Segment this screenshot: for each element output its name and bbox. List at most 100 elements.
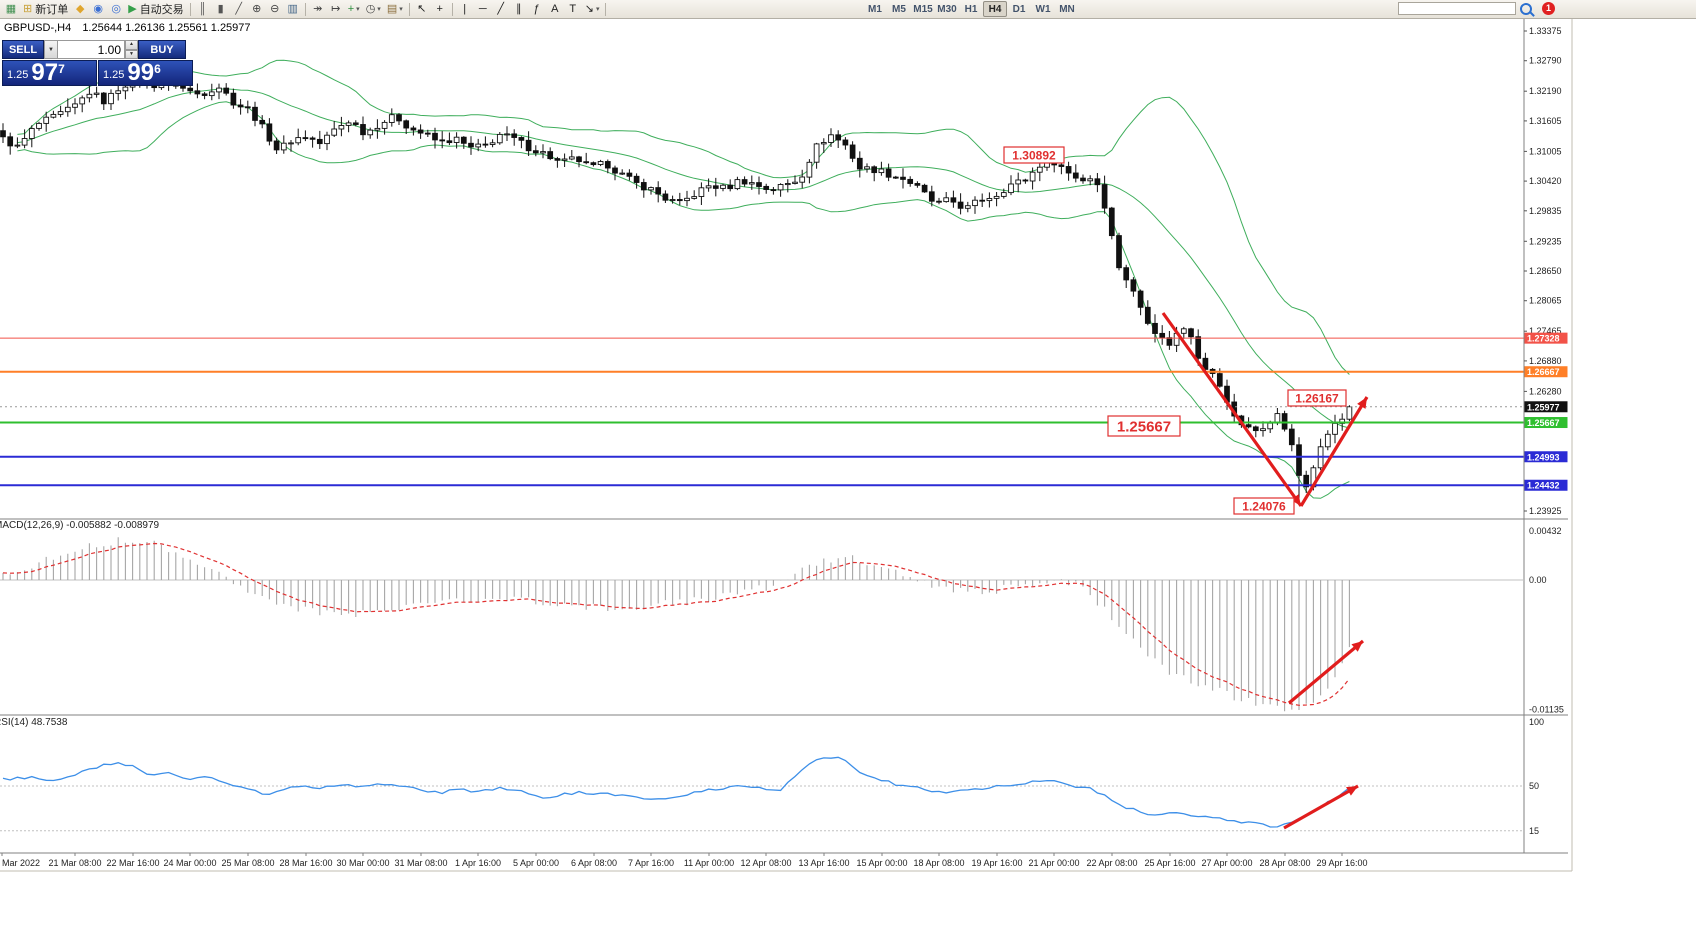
- macd-scale[interactable]: 0.00432 0.00 -0.01135: [1529, 526, 1564, 715]
- svg-text:1.24993: 1.24993: [1527, 452, 1560, 462]
- horizontal-line-icon: ─: [478, 2, 487, 15]
- svg-text:29 Apr 16:00: 29 Apr 16:00: [1316, 858, 1367, 868]
- periods-button[interactable]: ◷ ▾: [363, 1, 384, 17]
- tile-windows-button[interactable]: ▥: [284, 1, 302, 17]
- candles-chart-type-icon: ▮: [217, 2, 224, 15]
- svg-text:1.33375: 1.33375: [1529, 26, 1562, 36]
- ask-price-panel[interactable]: 1.25 99 6: [98, 60, 193, 86]
- mql5-compass-icon: ◆: [75, 2, 85, 15]
- timeframe-w1-button[interactable]: W1: [1031, 1, 1055, 17]
- svg-text:1.29235: 1.29235: [1529, 236, 1562, 246]
- ask-big-digits: 99: [127, 59, 155, 86]
- crosshair-button[interactable]: +: [431, 1, 449, 17]
- svg-text:30 Mar 00:00: 30 Mar 00:00: [336, 858, 389, 868]
- timeframe-m1-button[interactable]: M1: [863, 1, 887, 17]
- vertical-line-button[interactable]: |: [456, 1, 474, 17]
- price-scale[interactable]: 1.33375 1.32790 1.32190 1.31605 1.31005 1.304…: [1524, 26, 1568, 516]
- line-chart-type-button[interactable]: ╱: [230, 1, 248, 17]
- svg-text:1.26880: 1.26880: [1529, 356, 1562, 366]
- notification-badge[interactable]: 1: [1542, 2, 1555, 15]
- svg-text:21 Mar 08:00: 21 Mar 08:00: [48, 858, 101, 868]
- svg-text:28 Apr 08:00: 28 Apr 08:00: [1259, 858, 1310, 868]
- zoom-out-button[interactable]: ⊖: [266, 1, 284, 17]
- svg-text:50: 50: [1529, 781, 1539, 791]
- timeframe-h1-button[interactable]: H1: [959, 1, 983, 17]
- arrows-icon: ↘: [584, 2, 594, 15]
- auto-scroll-button[interactable]: ↠: [309, 1, 327, 17]
- rsi-scale[interactable]: 100 50 15: [1529, 717, 1544, 836]
- svg-text:-0.01135: -0.01135: [1529, 704, 1564, 714]
- arrows-button[interactable]: ↘ ▾: [582, 1, 603, 17]
- bars-chart-type-button[interactable]: ║: [194, 1, 212, 17]
- svg-text:5 Apr 00:00: 5 Apr 00:00: [513, 858, 559, 868]
- volume-down-button[interactable]: ▼: [125, 49, 138, 59]
- autotrading-icon: ▶: [128, 2, 137, 15]
- svg-text:6 Apr 08:00: 6 Apr 08:00: [571, 858, 617, 868]
- toolbar-separator: [189, 2, 191, 16]
- chevron-down-icon: ▼: [48, 46, 54, 53]
- ohlc-values: 1.25644 1.26136 1.25561 1.25977: [82, 22, 251, 34]
- navigator-button[interactable]: ◎: [107, 1, 125, 17]
- timeframe-mn-button[interactable]: MN: [1055, 1, 1079, 17]
- svg-text:1.31605: 1.31605: [1529, 116, 1562, 126]
- svg-text:15: 15: [1529, 826, 1539, 836]
- market-watch-button[interactable]: ◉: [89, 1, 107, 17]
- rsi-indicator-label: RSI(14) 48.7538: [0, 717, 68, 728]
- svg-text:0.00432: 0.00432: [1529, 526, 1562, 536]
- horizontal-line-button[interactable]: ─: [474, 1, 492, 17]
- svg-text:1.23925: 1.23925: [1529, 506, 1562, 516]
- svg-text:1.28650: 1.28650: [1529, 266, 1562, 276]
- svg-text:1.24076: 1.24076: [1242, 499, 1286, 513]
- svg-text:1.26280: 1.26280: [1529, 386, 1562, 396]
- bars-chart-type-icon: ║: [198, 2, 207, 15]
- svg-text:1.28065: 1.28065: [1529, 296, 1562, 306]
- panel-borders: [0, 18, 1573, 872]
- svg-text:24 Mar 00:00: 24 Mar 00:00: [163, 858, 216, 868]
- chevron-down-icon: ▾: [399, 6, 403, 13]
- trendline-button[interactable]: ╱: [492, 1, 510, 17]
- time-axis[interactable]: Mar 2022 21 Mar 08:00 22 Mar 16:00 24 Mar 0…: [1, 853, 1368, 868]
- zoom-in-button[interactable]: ⊕: [248, 1, 266, 17]
- svg-text:1.30420: 1.30420: [1529, 176, 1562, 186]
- svg-text:15 Apr 00:00: 15 Apr 00:00: [856, 858, 907, 868]
- templates-button[interactable]: ▤ ▾: [384, 1, 406, 17]
- periods-icon: ◷: [365, 2, 376, 15]
- equidistant-channel-button[interactable]: ∥: [510, 1, 528, 17]
- fibonacci-button[interactable]: ƒ: [528, 1, 546, 17]
- toolbar-search-input[interactable]: [1398, 2, 1516, 15]
- bid-price-panel[interactable]: 1.25 97 7: [2, 60, 97, 86]
- rsi-panel: [0, 756, 1524, 832]
- text-label-icon: T: [569, 2, 577, 15]
- text-icon: A: [551, 2, 559, 15]
- new-order-button[interactable]: ⊞ 新订单: [20, 1, 71, 17]
- svg-text:1.29835: 1.29835: [1529, 206, 1562, 216]
- buy-button[interactable]: BUY: [138, 40, 186, 59]
- candles-chart-type-button[interactable]: ▮: [212, 1, 230, 17]
- new-chart-button[interactable]: ▦: [2, 1, 20, 17]
- timeframe-m5-button[interactable]: M5: [887, 1, 911, 17]
- macd-panel: [0, 537, 1524, 712]
- indicators-button[interactable]: + ▾: [345, 1, 363, 17]
- sell-button[interactable]: SELL: [2, 40, 44, 59]
- svg-text:1.25667: 1.25667: [1117, 418, 1171, 435]
- volume-dropdown-button[interactable]: ▼: [44, 40, 58, 59]
- text-label-button[interactable]: T: [564, 1, 582, 17]
- volume-input[interactable]: [58, 40, 125, 59]
- chart-shift-button[interactable]: ↦: [327, 1, 345, 17]
- search-icon[interactable]: [1520, 3, 1532, 15]
- ask-pipette: 6: [154, 62, 161, 76]
- timeframe-m15-button[interactable]: M15: [911, 1, 935, 17]
- timeframe-d1-button[interactable]: D1: [1007, 1, 1031, 17]
- cursor-button[interactable]: ↖: [413, 1, 431, 17]
- volume-up-button[interactable]: ▲: [125, 40, 138, 50]
- autotrading-button[interactable]: ▶ 自动交易: [125, 1, 186, 17]
- text-button[interactable]: A: [546, 1, 564, 17]
- svg-text:1.27328: 1.27328: [1527, 334, 1560, 344]
- tile-windows-icon: ▥: [287, 2, 298, 15]
- mql5-compass-button[interactable]: ◆: [71, 1, 89, 17]
- macd-indicator-label: MACD(12,26,9) -0.005882 -0.008979: [0, 520, 160, 531]
- timeframe-h4-button[interactable]: H4: [983, 1, 1007, 17]
- crosshair-icon: +: [436, 2, 443, 15]
- timeframe-m30-button[interactable]: M30: [935, 1, 959, 17]
